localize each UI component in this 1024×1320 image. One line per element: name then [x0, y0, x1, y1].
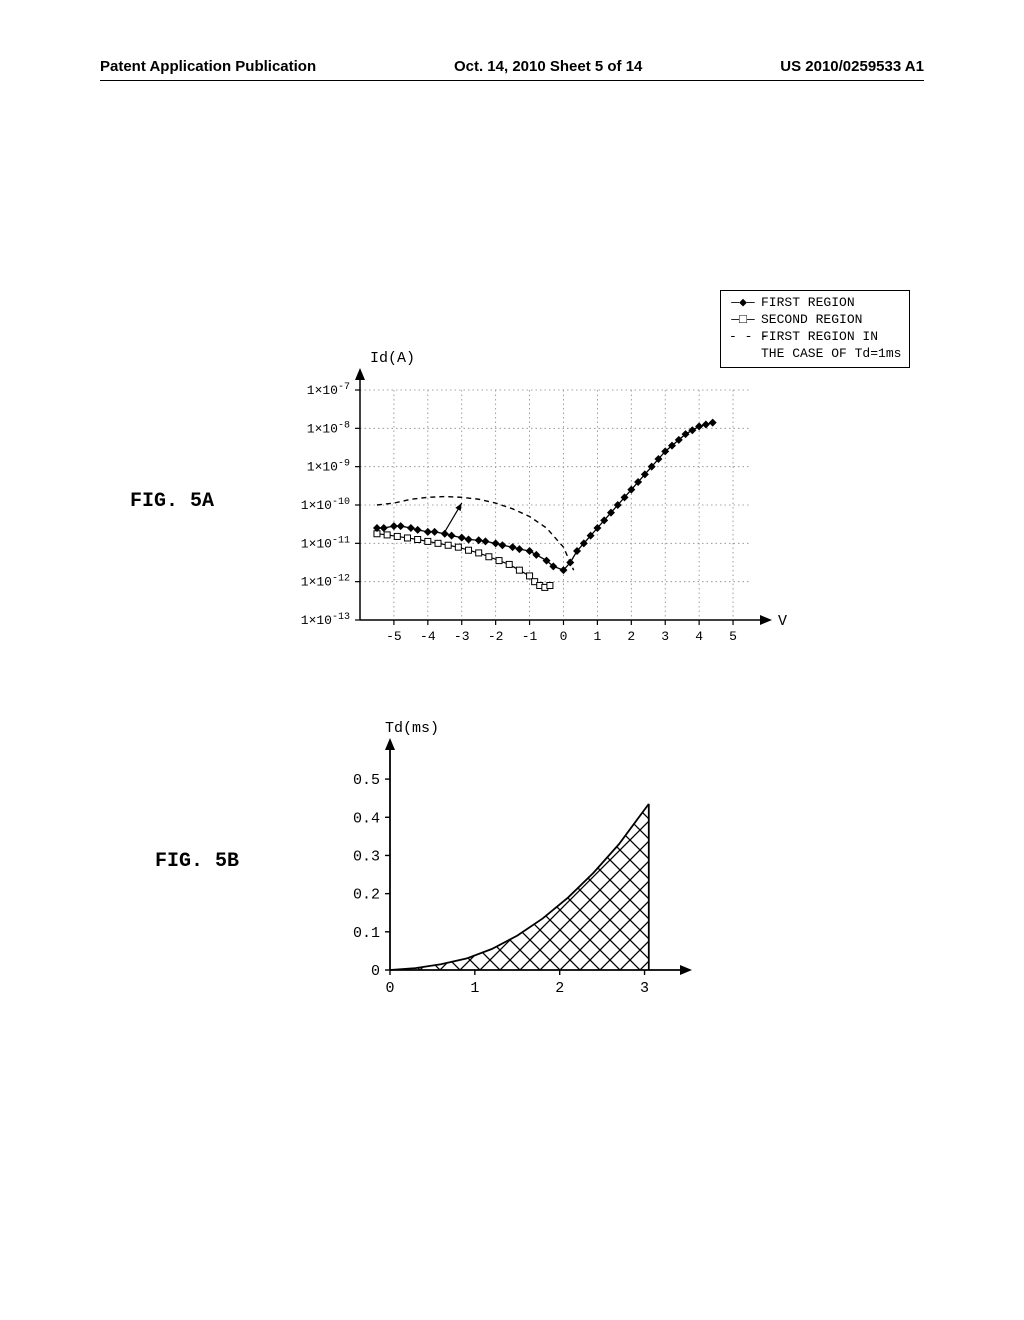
svg-text:1×10-9: 1×10-9 [307, 459, 350, 475]
svg-text:4: 4 [695, 629, 703, 644]
svg-text:5: 5 [729, 629, 737, 644]
legend-row-dashed: - - -FIRST REGION IN [729, 329, 901, 346]
svg-text:2: 2 [627, 629, 635, 644]
header-center: Oct. 14, 2010 Sheet 5 of 14 [454, 58, 642, 75]
svg-text:-4: -4 [420, 629, 436, 644]
svg-text:0: 0 [371, 963, 380, 980]
svg-text:V: V [778, 613, 787, 630]
svg-text:Td(ms): Td(ms) [385, 720, 439, 737]
fig-5b-chart: 012300.10.20.30.40.5Td(ms) [330, 740, 690, 1020]
svg-text:0.5: 0.5 [353, 772, 380, 789]
legend-row-dashed-2: THE CASE OF Td=1ms [729, 346, 901, 363]
svg-text:2: 2 [555, 980, 564, 997]
svg-text:1: 1 [470, 980, 479, 997]
svg-text:1×10-11: 1×10-11 [301, 535, 350, 551]
svg-text:0.1: 0.1 [353, 925, 380, 942]
svg-text:-3: -3 [454, 629, 470, 644]
svg-text:0.2: 0.2 [353, 887, 380, 904]
svg-text:1: 1 [593, 629, 601, 644]
fig-5b-svg: 012300.10.20.30.40.5Td(ms) [330, 740, 730, 1060]
fig-5a-label: FIG. 5A [130, 490, 214, 513]
svg-text:-2: -2 [488, 629, 504, 644]
svg-text:0: 0 [385, 980, 394, 997]
fig-5a-chart: -5 -4 -3 -2 -1 0 1 2 3 4 5 1×10-7 1×10-8 1×10-9 1×10-1… [280, 370, 780, 650]
svg-text:1×10-10: 1×10-10 [301, 497, 350, 513]
legend-row-second: —□—SECOND REGION [729, 312, 901, 329]
header-left: Patent Application Publication [100, 58, 316, 75]
page-header: Patent Application Publication Oct. 14, … [0, 58, 1024, 75]
svg-text:0.4: 0.4 [353, 810, 380, 827]
legend-box: —◆—FIRST REGION —□—SECOND REGION - - -FI… [720, 290, 910, 368]
fig-5b-label: FIG. 5B [155, 850, 239, 873]
svg-text:1×10-13: 1×10-13 [301, 612, 350, 628]
svg-text:0.3: 0.3 [353, 848, 380, 865]
svg-text:0: 0 [560, 629, 568, 644]
legend-row-first: —◆—FIRST REGION [729, 295, 901, 312]
svg-text:1×10-7: 1×10-7 [307, 382, 350, 398]
svg-text:Id(A): Id(A) [370, 350, 415, 367]
header-rule [100, 80, 924, 81]
svg-text:1×10-12: 1×10-12 [301, 574, 350, 590]
svg-text:-5: -5 [386, 629, 402, 644]
svg-text:3: 3 [661, 629, 669, 644]
fig-5a-svg: -5 -4 -3 -2 -1 0 1 2 3 4 5 1×10-7 1×10-8 1×10-9 1×10-1… [280, 370, 780, 690]
svg-text:3: 3 [640, 980, 649, 997]
svg-text:1×10-8: 1×10-8 [307, 420, 350, 436]
svg-text:-1: -1 [522, 629, 538, 644]
header-right: US 2010/0259533 A1 [780, 58, 924, 75]
